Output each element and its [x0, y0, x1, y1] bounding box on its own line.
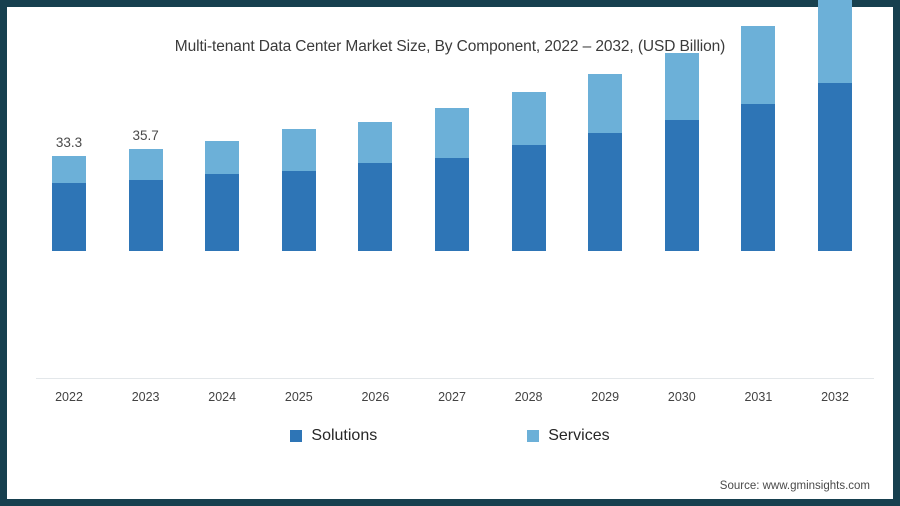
x-axis-label-2032: 2032 — [821, 390, 849, 404]
bar-segment-services-2025[interactable] — [281, 129, 316, 172]
bar-segment-solutions-2029[interactable] — [588, 132, 623, 251]
bar-group-2024[interactable] — [205, 140, 240, 251]
bar-segment-services-2029[interactable] — [588, 73, 623, 133]
bar-segment-solutions-2032[interactable] — [818, 82, 852, 251]
bar-segment-services-2031[interactable] — [741, 26, 776, 105]
bar-segment-services-2027[interactable] — [435, 108, 469, 158]
x-axis-label-2027: 2027 — [438, 390, 466, 404]
x-axis-label-2024: 2024 — [208, 390, 237, 404]
chart-title: Multi-tenant Data Center Market Size, By… — [174, 38, 726, 55]
bar-group-2027[interactable] — [435, 108, 469, 251]
bar-segment-solutions-2031[interactable] — [741, 104, 776, 251]
source-caption: Source: www.gminsights.com — [719, 480, 870, 492]
frame-border-bottom — [0, 499, 900, 506]
x-axis-label-2030: 2030 — [667, 390, 696, 404]
chart-legend: Solutions Services — [0, 427, 900, 445]
legend-item-solutions[interactable]: Solutions — [290, 427, 377, 445]
plot-area: 33.3 2022 35.7 2023 2024 2025 2026 2027 2028 2029… — [36, 0, 874, 404]
frame-border-top — [0, 0, 900, 7]
bar-segment-services-2024[interactable] — [205, 140, 240, 174]
bar-segment-solutions-2025[interactable] — [281, 171, 316, 251]
bar-segment-services-2022[interactable] — [52, 156, 86, 184]
x-axis-label-2031: 2031 — [744, 390, 773, 404]
bar-segment-services-2032[interactable] — [818, 0, 852, 83]
bar-segment-solutions-2030[interactable] — [664, 120, 699, 251]
bar-group-2032[interactable] — [818, 0, 852, 251]
legend-item-services[interactable]: Services — [527, 427, 610, 445]
legend-label-services: Services — [548, 427, 610, 444]
bar-segment-services-2028[interactable] — [511, 91, 546, 145]
x-axis-label-2025: 2025 — [284, 390, 313, 404]
x-axis-label-2023: 2023 — [131, 390, 160, 404]
bar-segment-solutions-2026[interactable] — [358, 163, 393, 251]
bar-segment-services-2030[interactable] — [664, 53, 699, 121]
bar-group-2028[interactable] — [511, 91, 546, 251]
frame-border-left — [0, 0, 7, 506]
bar-value-label-2022: 33.3 — [55, 135, 83, 150]
bar-group-2022[interactable]: 33.3 — [52, 135, 86, 251]
bar-group-2023[interactable]: 35.7 — [128, 128, 163, 251]
frame-border-right — [893, 0, 900, 506]
x-axis-label-2022: 2022 — [55, 390, 83, 404]
legend-swatch-solutions — [290, 430, 303, 442]
bar-segment-solutions-2024[interactable] — [205, 173, 240, 251]
bar-segment-solutions-2028[interactable] — [511, 144, 546, 251]
bar-group-2031[interactable] — [741, 26, 776, 251]
bar-group-2029[interactable] — [588, 73, 623, 251]
x-axis-label-2026: 2026 — [361, 390, 390, 404]
bar-group-2026[interactable] — [358, 122, 393, 251]
legend-swatch-services — [527, 430, 540, 442]
x-axis-line — [36, 378, 874, 379]
bar-segment-solutions-2023[interactable] — [128, 179, 163, 251]
bar-group-2025[interactable] — [281, 129, 316, 251]
x-axis-label-2029: 2029 — [591, 390, 620, 404]
bar-value-label-2023: 35.7 — [132, 128, 159, 144]
legend-label-solutions: Solutions — [311, 427, 378, 444]
bar-group-2030[interactable] — [664, 53, 699, 251]
bar-segment-services-2023[interactable] — [128, 149, 163, 180]
bar-segment-services-2026[interactable] — [358, 122, 393, 164]
x-axis-label-2028: 2028 — [514, 390, 543, 404]
bar-segment-solutions-2027[interactable] — [435, 158, 469, 251]
bar-segment-solutions-2022[interactable] — [52, 183, 86, 251]
